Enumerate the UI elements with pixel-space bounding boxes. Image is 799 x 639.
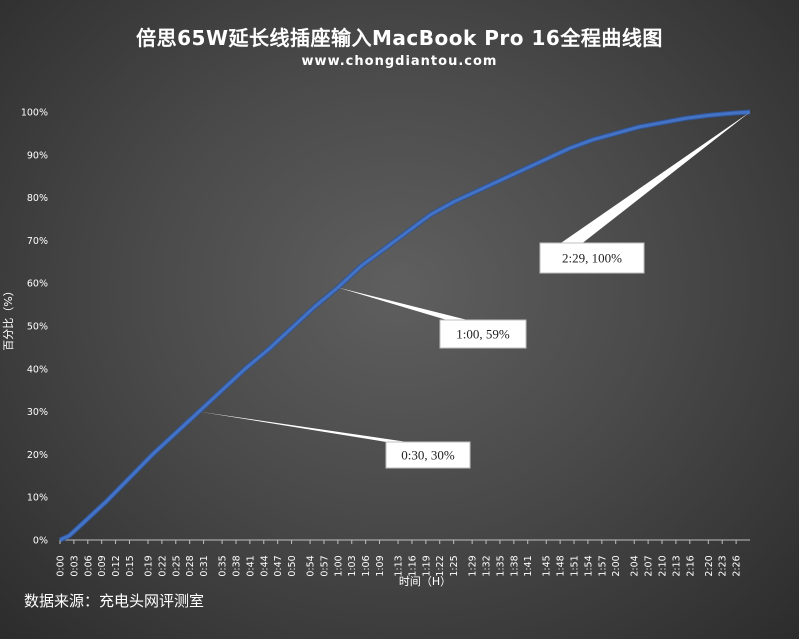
data-source-note: 数据来源：充电头网评测室 [24, 592, 205, 610]
callout-label: 2:29, 100% [562, 251, 622, 266]
x-tick-label: 1:19 [421, 555, 432, 576]
x-tick-label: 2:00 [611, 555, 622, 576]
x-tick-label: 2:26 [732, 555, 743, 576]
x-tick-label: 1:03 [347, 555, 358, 576]
x-tick-label: 0:00 [56, 555, 67, 576]
y-tick-label: 10% [27, 493, 48, 504]
x-tick-label: 1:32 [482, 555, 493, 576]
x-tick-label: 1:06 [361, 555, 372, 576]
x-tick-label: 0:41 [245, 555, 256, 576]
callout-box [539, 242, 645, 274]
series-line [59, 110, 751, 542]
x-tick-label: 0:38 [231, 555, 242, 576]
x-tick-label: 0:06 [83, 555, 94, 576]
x-tick-label: 0:25 [171, 555, 182, 576]
x-tick-label: 2:10 [658, 555, 669, 576]
x-tick-label: 1:25 [449, 555, 460, 576]
x-tick-label: 1:09 [375, 555, 386, 576]
y-tick-label: 100% [21, 108, 48, 119]
y-tick-label: 50% [27, 322, 48, 333]
x-tick-label: 1:41 [523, 555, 534, 576]
y-tick-label: 30% [27, 407, 48, 418]
x-tick-label: 0:03 [69, 555, 80, 576]
x-tick-label: 0:19 [143, 555, 154, 576]
x-tick-label: 2:20 [704, 555, 715, 576]
x-tick-label: 0:50 [287, 555, 298, 576]
y-tick-label: 60% [27, 279, 48, 290]
x-tick-label: 0:57 [319, 555, 330, 576]
x-tick-label: 2:23 [718, 555, 729, 576]
x-axis-title: 时间（H） [399, 575, 451, 588]
chart-title: 倍思65W延长线插座输入MacBook Pro 16全程曲线图 [136, 26, 663, 50]
x-tick-label: 2:04 [630, 555, 641, 576]
x-tick-label: 0:28 [185, 555, 196, 576]
x-tick-label: 0:15 [125, 555, 136, 576]
x-tick-label: 0:12 [111, 555, 122, 576]
x-tick-label: 0:31 [199, 555, 210, 576]
y-tick-label: 20% [27, 450, 48, 461]
x-tick-label: 1:35 [495, 555, 506, 576]
x-tick-label: 1:16 [407, 555, 418, 576]
x-tick-label: 2:07 [644, 555, 655, 576]
x-tick-label: 0:09 [97, 555, 108, 576]
callout-label: 1:00, 59% [456, 327, 510, 342]
x-tick-label: 0:44 [259, 555, 270, 576]
x-tick-label: 1:51 [570, 555, 581, 576]
x-tick-label: 0:47 [273, 555, 284, 576]
x-tick-label: 1:54 [583, 555, 594, 576]
callout-pointer [558, 112, 750, 245]
y-tick-label: 70% [27, 236, 48, 247]
x-tick-label: 1:29 [468, 555, 479, 576]
callout-label: 0:30, 30% [401, 448, 455, 463]
callout-pointer [337, 287, 476, 322]
y-tick-label: 0% [33, 536, 48, 547]
x-tick-label: 1:38 [509, 555, 520, 576]
x-tick-label: 0:22 [157, 555, 168, 576]
y-tick-label: 90% [27, 150, 48, 161]
x-tick-label: 2:13 [671, 555, 682, 576]
callout-box [385, 441, 471, 469]
x-tick-label: 1:22 [435, 555, 446, 576]
x-tick-label: 1:48 [556, 555, 567, 576]
y-tick-label: 80% [27, 193, 48, 204]
x-tick-label: 1:00 [333, 555, 344, 576]
x-tick-label: 1:57 [597, 555, 608, 576]
x-tick-label: 2:16 [685, 555, 696, 576]
callout-pointer [198, 411, 421, 444]
chart-subtitle: www.chongdiantou.com [301, 54, 498, 69]
y-axis-title: 百分比（%） [2, 285, 15, 350]
x-tick-label: 1:45 [542, 555, 553, 576]
x-tick-label: 0:54 [306, 555, 317, 576]
x-tick-label: 0:35 [218, 555, 229, 576]
callout-box [439, 319, 527, 349]
x-tick-label: 1:13 [394, 555, 405, 576]
y-tick-label: 40% [27, 364, 48, 375]
series-line-shadow [58, 109, 751, 543]
